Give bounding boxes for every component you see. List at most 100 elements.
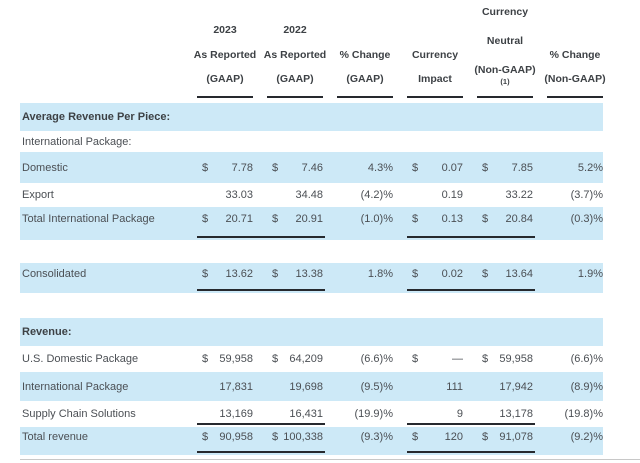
dollar-sign: $ — [272, 431, 279, 443]
spacer-row — [20, 293, 603, 318]
cell-2023: $90,958 — [202, 431, 253, 443]
table-row-export: Export 33.03 34.48 (4.2)% 0.19 33.22 (3.… — [20, 183, 603, 207]
cell-currency-neutral: $20.84 — [482, 213, 533, 225]
header-underline — [477, 96, 533, 98]
total-underline — [197, 289, 325, 291]
cell-pct-change-non-gaap: (3.7)% — [570, 189, 603, 201]
cell-pct-change-gaap: 4.3% — [367, 161, 393, 174]
row-label: Total revenue — [22, 431, 89, 443]
table-header-row: 2023 As Reported (GAAP) 2022 As Reported… — [20, 0, 606, 103]
table-row-domestic: Domestic $7.78 $7.46 4.3% $0.07 $7.85 5.… — [20, 152, 603, 183]
cell-2022: 16,431 — [289, 408, 323, 420]
row-label: Supply Chain Solutions — [22, 408, 136, 420]
cell-2023: $20.71 — [202, 213, 253, 225]
dollar-sign: $ — [412, 213, 419, 225]
dollar-sign: $ — [272, 213, 279, 225]
row-label: Export — [22, 189, 54, 201]
column-header-currency-neutral-non-gaap: Currency Neutral (Non-GAAP) (1) — [474, 0, 536, 103]
cell-pct-change-non-gaap: (19.8)% — [564, 408, 603, 420]
header-underline — [337, 96, 393, 98]
cell-currency-impact: $0.02 — [412, 267, 463, 280]
dollar-sign: $ — [202, 161, 209, 174]
spacer-row — [20, 240, 603, 263]
cell-pct-change-non-gaap: (6.6)% — [570, 353, 603, 365]
table-row-international-package: International Package 17,831 19,698 (9.5… — [20, 372, 603, 401]
cell-2022: 19,698 — [289, 380, 323, 393]
cell-currency-neutral: $7.85 — [482, 161, 533, 174]
cell-currency-neutral: $13.64 — [482, 267, 533, 280]
cell-2022: $7.46 — [272, 161, 323, 174]
cell-currency-neutral: 13,178 — [499, 408, 533, 420]
cell-2023: $13.62 — [202, 267, 253, 280]
section-header-average-revenue-per-piece: Average Revenue Per Piece: — [20, 103, 603, 131]
table-bottom-border — [20, 459, 640, 460]
dollar-sign: $ — [272, 267, 279, 280]
cell-pct-change-non-gaap: (0.3)% — [570, 213, 603, 225]
row-label: U.S. Domestic Package — [22, 353, 139, 365]
total-underline — [197, 451, 325, 453]
header-year-2022: 2022 — [283, 24, 307, 36]
cell-pct-change-gaap: (19.9)% — [354, 408, 393, 420]
cell-pct-change-gaap: 1.8% — [367, 267, 393, 280]
column-header-2023-as-reported-gaap: 2023 As Reported (GAAP) — [194, 0, 256, 103]
dollar-sign: $ — [482, 353, 489, 365]
table-row-total-revenue: Total revenue $90,958 $100,338 (9.3)% $1… — [20, 423, 603, 455]
cell-currency-neutral: $59,958 — [482, 353, 533, 365]
column-header-pct-change-non-gaap: % Change (Non-GAAP) — [544, 0, 606, 103]
cell-2022: 34.48 — [295, 189, 323, 201]
dollar-sign: $ — [412, 353, 419, 365]
header-underline — [407, 96, 463, 98]
cell-2022: $64,209 — [272, 353, 323, 365]
column-header-2022-as-reported-gaap: 2022 As Reported (GAAP) — [264, 0, 326, 103]
dollar-sign: $ — [202, 431, 209, 443]
cell-pct-change-non-gaap: 1.9% — [577, 267, 603, 280]
table-row-total-international-package: Total International Package $20.71 $20.9… — [20, 207, 603, 240]
cell-pct-change-non-gaap: 5.2% — [577, 161, 603, 174]
subsection-international-package: International Package: — [20, 131, 603, 152]
section-title: Revenue: — [22, 326, 72, 338]
total-underline — [197, 236, 325, 238]
dollar-sign: $ — [412, 161, 419, 174]
header-year-2023: 2023 — [213, 24, 237, 36]
row-label: Total International Package — [22, 213, 155, 225]
row-label: International Package — [22, 380, 129, 393]
cell-currency-neutral: 17,942 — [499, 380, 533, 393]
cell-pct-change-gaap: (4.2)% — [360, 189, 393, 201]
dollar-sign: $ — [482, 161, 489, 174]
cell-2022: $13.38 — [272, 267, 323, 280]
cell-currency-neutral: $91,078 — [482, 431, 533, 443]
cell-2023: 33.03 — [225, 189, 253, 201]
cell-pct-change-non-gaap: (8.9)% — [570, 380, 603, 393]
table-row-consolidated: Consolidated $13.62 $13.38 1.8% $0.02 $1… — [20, 263, 603, 293]
cell-currency-impact: 0.19 — [441, 189, 463, 201]
cell-2022: $100,338 — [272, 431, 323, 443]
total-underline — [407, 451, 535, 453]
header-underline — [197, 96, 253, 98]
cell-pct-change-non-gaap: (9.2)% — [570, 431, 603, 443]
cell-pct-change-gaap: (9.5)% — [360, 380, 393, 393]
cell-currency-impact: $0.07 — [412, 161, 463, 174]
header-underline — [547, 96, 603, 98]
total-underline — [407, 236, 535, 238]
section-header-revenue: Revenue: — [20, 318, 603, 346]
header-underline — [267, 96, 323, 98]
dollar-sign: $ — [202, 267, 209, 280]
cell-2023: $7.78 — [202, 161, 253, 174]
total-topline — [197, 423, 325, 425]
cell-currency-impact: 111 — [446, 380, 463, 393]
cell-2022: $20.91 — [272, 213, 323, 225]
dollar-sign: $ — [202, 213, 209, 225]
cell-2023: 13,169 — [219, 408, 253, 420]
cell-currency-impact: $ — — [407, 353, 463, 365]
column-header-pct-change-gaap: % Change (GAAP) — [337, 0, 393, 103]
cell-pct-change-gaap: (9.3)% — [360, 431, 393, 443]
dollar-sign: $ — [412, 431, 419, 443]
section-title: Average Revenue Per Piece: — [22, 111, 171, 123]
total-underline — [407, 289, 535, 291]
dollar-sign: $ — [482, 267, 489, 280]
subsection-title: International Package: — [22, 135, 132, 148]
cell-pct-change-gaap: (1.0)% — [360, 213, 393, 225]
row-label: Consolidated — [22, 267, 87, 280]
dollar-sign: $ — [482, 431, 489, 443]
